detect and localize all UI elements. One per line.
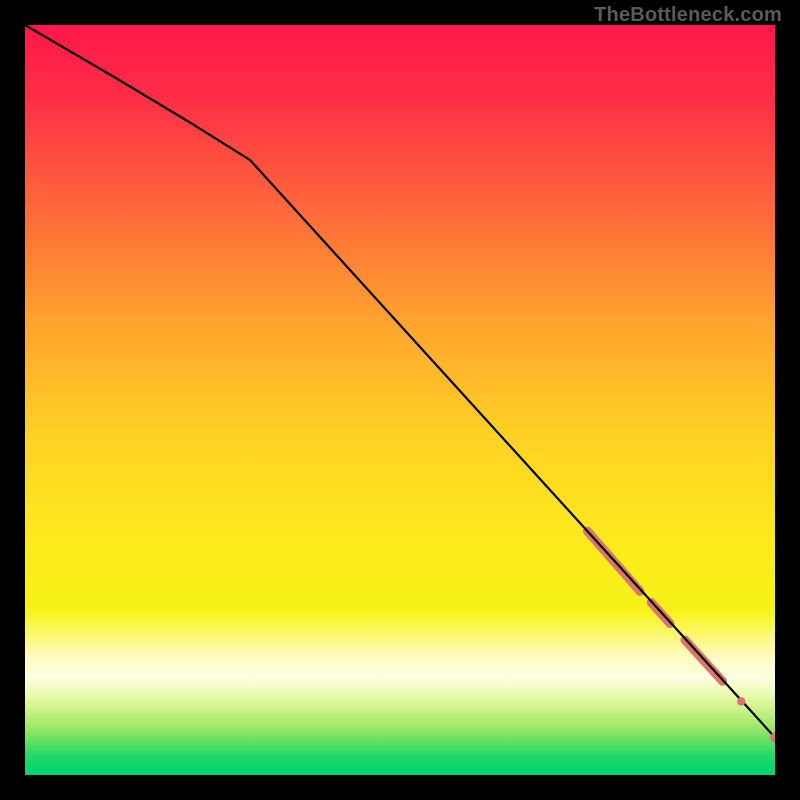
chart-background: [25, 25, 775, 775]
marker-dot: [737, 697, 745, 705]
chart-plot-area: [25, 25, 775, 775]
chart-svg: [25, 25, 775, 775]
watermark-label: TheBottleneck.com: [594, 4, 782, 27]
